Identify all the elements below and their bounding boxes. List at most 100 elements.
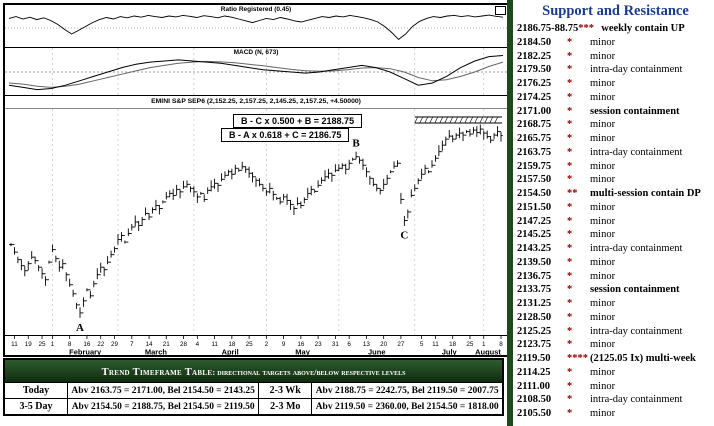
- timeframe-today-cell: Today: [3, 382, 68, 399]
- sr-level-row: 2154.50 ** multi-session contain DP: [517, 187, 714, 201]
- sr-level-row: 2145.25 * minor: [517, 228, 714, 242]
- sr-level-price: 2151.50: [517, 201, 552, 213]
- sr-level-price: 2125.25: [517, 325, 552, 337]
- sr-level-stars: ***: [578, 23, 594, 34]
- mo-targets-cell: Abv 2119.50 = 2360.00, Bel 2154.50 = 181…: [311, 398, 504, 416]
- divider-bar: [507, 0, 513, 426]
- chart-corner-control[interactable]: [495, 6, 506, 15]
- svg-text:July: July: [442, 348, 458, 357]
- sr-level-label: minor: [590, 256, 616, 268]
- price-chart-frame: Ratio Registered (0.45) MACD (N, 673) EM…: [3, 3, 509, 357]
- sr-level-label: intra-day containment: [590, 243, 683, 254]
- sr-level-price: 2182.25: [517, 50, 552, 62]
- sr-level-row: 2171.00 * session containment: [517, 105, 714, 119]
- breadth-indicator-panel: Ratio Registered (0.45): [5, 5, 507, 48]
- sr-level-stars: *: [567, 91, 573, 103]
- svg-text:16: 16: [83, 341, 91, 348]
- svg-text:7: 7: [130, 341, 134, 348]
- sr-level-row: 2119.50 **** (2125.05 Ix) multi-week: [517, 352, 714, 366]
- sr-level-stars: *: [567, 394, 573, 406]
- sr-level-stars: *: [567, 215, 573, 227]
- sr-level-row: 2184.50 * minor: [517, 36, 714, 50]
- sr-level-label: minor: [590, 78, 616, 89]
- sr-level-label: intra-day containment: [590, 325, 683, 337]
- sr-level-stars: *: [567, 380, 573, 392]
- sr-level-price: 2165.75: [517, 133, 552, 144]
- sr-level-stars: ****: [567, 353, 588, 364]
- sr-level-row: 2179.50 * intra-day containment: [517, 63, 714, 77]
- sr-level-label: minor: [590, 298, 616, 309]
- sr-level-stars: *: [567, 105, 573, 117]
- sr-level-stars: *: [567, 256, 573, 268]
- sr-level-label: minor: [590, 215, 616, 227]
- sr-level-label: minor: [590, 201, 616, 213]
- sr-level-row: 2136.75 * minor: [517, 270, 714, 284]
- sr-level-label: multi-session contain DP: [590, 188, 701, 199]
- sr-level-price: 2143.25: [517, 243, 552, 254]
- sr-level-stars: *: [567, 201, 573, 213]
- sr-level-label: session containment: [590, 284, 680, 296]
- timeframe-2-3mo-cell: 2-3 Mo: [258, 398, 313, 416]
- sr-level-price: 2157.50: [517, 174, 552, 186]
- timeframe-3-5day-cell: 3-5 Day: [3, 398, 68, 416]
- sr-level-price: 2159.75: [517, 160, 552, 172]
- sr-level-price: 2111.00: [517, 380, 550, 392]
- sr-level-stars: *: [567, 133, 573, 144]
- sr-level-price: 2171.00: [517, 105, 552, 117]
- svg-text:6: 6: [347, 341, 351, 348]
- x-axis-labels: 11 19 25 1 8 16 22 29 7 14 21 28 4 11 18 25 2 9 16 23 31 6 13 2…: [11, 336, 503, 357]
- sr-level-label: minor: [590, 36, 616, 48]
- svg-text:19: 19: [25, 341, 33, 348]
- sr-level-row: 2123.75 * minor: [517, 338, 714, 352]
- sr-level-row: 2168.75 * minor: [517, 118, 714, 132]
- sr-level-row: 2163.75 * intra-day containment: [517, 146, 714, 160]
- svg-text:March: March: [145, 348, 168, 357]
- svg-text:25: 25: [466, 341, 474, 348]
- fib-annotation-1: B - C x 0.500 + B = 2188.75: [233, 114, 363, 128]
- svg-text:2: 2: [265, 341, 269, 348]
- sr-level-label: minor: [590, 366, 616, 378]
- support-resistance-panel: Support and Resistance 2186.75-88.75*** w…: [517, 0, 714, 426]
- sr-level-label: weekly contain UP: [601, 23, 685, 34]
- swing-point-B: B: [352, 138, 360, 150]
- trend-table-header-subtitle: : directional targets above/below respec…: [212, 367, 406, 377]
- svg-text:20: 20: [380, 341, 388, 348]
- sr-level-label: minor: [590, 229, 616, 241]
- sr-level-price: 2136.75: [517, 270, 552, 282]
- sr-level-row: 2151.50 * minor: [517, 201, 714, 215]
- svg-text:11: 11: [11, 341, 18, 348]
- fib-annotation-2: B - A x 0.618 + C = 2186.75: [221, 128, 350, 142]
- chart-title: EMINI S&P SEP6 (2,152.25, 2,157.25, 2,14…: [5, 96, 507, 109]
- sr-level-label: minor: [590, 339, 616, 351]
- sr-level-label: minor: [590, 380, 616, 392]
- sr-level-price: 2163.75: [517, 146, 552, 158]
- sr-level-stars: *: [567, 119, 573, 131]
- sr-level-row: 2143.25 * intra-day containment: [517, 242, 714, 256]
- svg-text:5: 5: [420, 341, 424, 348]
- sr-level-row: 2139.50 * minor: [517, 256, 714, 270]
- sr-level-stars: *: [567, 229, 573, 241]
- sr-level-row: 2147.25 * minor: [517, 215, 714, 229]
- sr-level-row: 2186.75-88.75*** weekly contain UP: [517, 22, 714, 36]
- sr-level-stars: *: [567, 160, 573, 172]
- sr-level-price: 2186.75-88.75: [517, 23, 579, 34]
- sr-level-stars: *: [567, 78, 573, 89]
- svg-text:18: 18: [449, 341, 457, 348]
- swing-point-C: C: [400, 229, 408, 241]
- sr-level-price: 2114.25: [517, 366, 551, 378]
- sr-level-label: minor: [590, 133, 616, 144]
- svg-text:11: 11: [432, 341, 439, 348]
- sr-level-stars: *: [567, 146, 573, 158]
- sr-level-label: minor: [590, 270, 616, 282]
- sr-level-stars: *: [567, 36, 573, 48]
- sr-level-label: minor: [590, 119, 616, 131]
- svg-text:1: 1: [51, 341, 55, 348]
- svg-text:16: 16: [297, 341, 305, 348]
- sr-level-row: 2125.25 * intra-day containment: [517, 325, 714, 339]
- sr-level-stars: *: [567, 174, 573, 186]
- sr-level-label: minor: [590, 160, 616, 172]
- svg-text:8: 8: [499, 341, 503, 348]
- sr-level-label: minor: [590, 50, 616, 62]
- svg-text:9: 9: [282, 341, 286, 348]
- sr-level-row: 2131.25 * minor: [517, 297, 714, 311]
